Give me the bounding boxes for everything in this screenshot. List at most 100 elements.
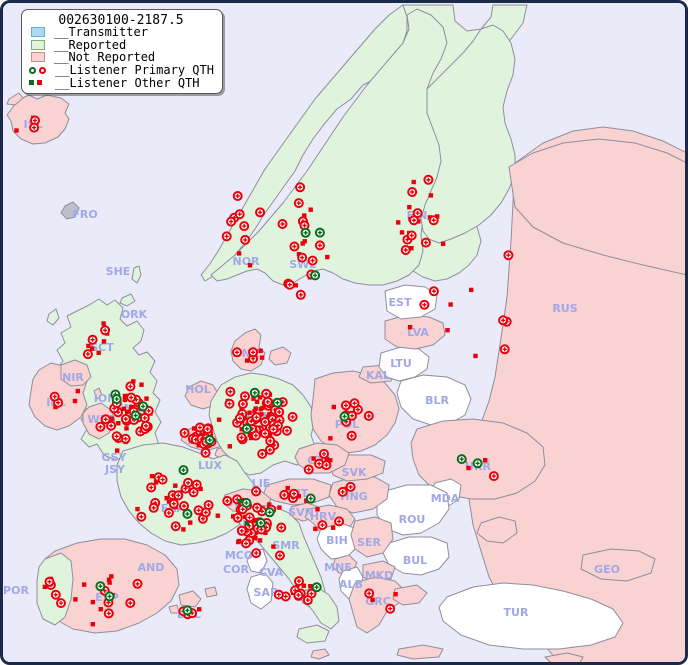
listener-primary-qth-marker[interactable] xyxy=(302,595,313,606)
listener-primary-qth-marker[interactable] xyxy=(183,477,194,488)
listener-primary-qth-marker[interactable] xyxy=(472,458,483,469)
listener-primary-qth-marker[interactable] xyxy=(260,417,271,427)
listener-primary-qth-marker[interactable] xyxy=(120,414,131,424)
listener-primary-qth-marker[interactable] xyxy=(310,270,321,281)
listener-other-qth-marker[interactable] xyxy=(236,539,241,545)
listener-primary-qth-marker[interactable] xyxy=(173,490,184,501)
listener-primary-qth-marker[interactable] xyxy=(265,435,276,446)
listener-primary-qth-marker[interactable] xyxy=(289,488,299,499)
listener-primary-qth-marker[interactable] xyxy=(244,512,255,523)
listener-primary-qth-marker[interactable] xyxy=(499,344,510,355)
listener-other-qth-marker[interactable] xyxy=(469,287,474,293)
listener-other-qth-marker[interactable] xyxy=(86,343,91,349)
listener-other-qth-marker[interactable] xyxy=(396,220,401,225)
listener-other-qth-marker[interactable] xyxy=(370,597,375,603)
listener-primary-qth-marker[interactable] xyxy=(221,231,232,242)
listener-primary-qth-marker[interactable] xyxy=(337,486,348,497)
listener-primary-qth-marker[interactable] xyxy=(262,396,273,407)
listener-other-qth-marker[interactable] xyxy=(399,230,405,235)
listener-other-qth-marker[interactable] xyxy=(144,396,149,401)
listener-primary-qth-marker[interactable] xyxy=(111,431,122,442)
listener-primary-qth-marker[interactable] xyxy=(408,215,419,226)
listener-primary-qth-marker[interactable] xyxy=(251,486,262,497)
listener-primary-qth-marker[interactable] xyxy=(339,411,350,422)
listener-other-qth-marker[interactable] xyxy=(82,582,87,587)
listener-primary-qth-marker[interactable] xyxy=(148,502,159,513)
listener-primary-qth-marker[interactable] xyxy=(239,221,250,232)
listener-primary-qth-marker[interactable] xyxy=(456,454,467,465)
listener-primary-qth-marker[interactable] xyxy=(95,421,106,432)
listener-other-qth-marker[interactable] xyxy=(139,382,144,387)
listener-primary-qth-marker[interactable] xyxy=(232,347,242,358)
listener-primary-qth-marker[interactable] xyxy=(56,598,66,609)
listener-other-qth-marker[interactable] xyxy=(14,128,19,133)
listener-other-qth-marker[interactable] xyxy=(115,448,120,453)
listener-primary-qth-marker[interactable] xyxy=(95,581,106,592)
listener-other-qth-marker[interactable] xyxy=(98,607,103,612)
listener-primary-qth-marker[interactable] xyxy=(241,538,251,549)
listener-other-qth-marker[interactable] xyxy=(90,599,96,605)
listener-primary-qth-marker[interactable] xyxy=(182,605,193,616)
listener-other-qth-marker[interactable] xyxy=(302,239,307,244)
listener-other-qth-marker[interactable] xyxy=(325,254,330,260)
listener-primary-qth-marker[interactable] xyxy=(349,398,360,409)
listener-primary-qth-marker[interactable] xyxy=(126,392,137,403)
listener-primary-qth-marker[interactable] xyxy=(276,522,287,533)
listener-other-qth-marker[interactable] xyxy=(258,407,263,412)
listener-primary-qth-marker[interactable] xyxy=(406,230,417,241)
listener-primary-qth-marker[interactable] xyxy=(284,279,295,290)
listener-other-qth-marker[interactable] xyxy=(473,353,478,359)
listener-primary-qth-marker[interactable] xyxy=(268,424,279,435)
listener-primary-qth-marker[interactable] xyxy=(236,432,247,443)
listener-primary-qth-marker[interactable] xyxy=(251,548,262,559)
listener-primary-qth-marker[interactable] xyxy=(168,498,179,509)
listener-primary-qth-marker[interactable] xyxy=(334,516,345,527)
listener-primary-qth-marker[interactable] xyxy=(251,412,262,423)
listener-primary-qth-marker[interactable] xyxy=(136,511,147,522)
listener-primary-qth-marker[interactable] xyxy=(232,512,243,523)
listener-primary-qth-marker[interactable] xyxy=(170,521,181,532)
listener-other-qth-marker[interactable] xyxy=(116,421,121,426)
listener-primary-qth-marker[interactable] xyxy=(111,394,122,405)
listener-other-qth-marker[interactable] xyxy=(315,507,320,512)
listener-primary-qth-marker[interactable] xyxy=(240,234,251,245)
listener-primary-qth-marker[interactable] xyxy=(264,444,275,455)
listener-primary-qth-marker[interactable] xyxy=(248,347,259,358)
listener-primary-qth-marker[interactable] xyxy=(200,447,211,458)
listener-primary-qth-marker[interactable] xyxy=(287,411,298,422)
listener-primary-qth-marker[interactable] xyxy=(100,325,111,336)
listener-other-qth-marker[interactable] xyxy=(428,193,434,198)
listener-other-qth-marker[interactable] xyxy=(285,485,290,491)
listener-primary-qth-marker[interactable] xyxy=(363,410,374,421)
listener-other-qth-marker[interactable] xyxy=(407,205,412,210)
listener-primary-qth-marker[interactable] xyxy=(297,252,308,263)
listener-other-qth-marker[interactable] xyxy=(257,538,263,543)
listener-primary-qth-marker[interactable] xyxy=(178,465,189,476)
listener-primary-qth-marker[interactable] xyxy=(157,474,168,485)
listener-primary-qth-marker[interactable] xyxy=(222,495,233,506)
listener-other-qth-marker[interactable] xyxy=(73,597,78,602)
listener-primary-qth-marker[interactable] xyxy=(317,520,328,531)
listener-other-qth-marker[interactable] xyxy=(90,622,95,627)
listener-primary-qth-marker[interactable] xyxy=(204,435,215,445)
listener-primary-qth-marker[interactable] xyxy=(49,391,60,402)
listener-primary-qth-marker[interactable] xyxy=(50,589,61,600)
listener-primary-qth-marker[interactable] xyxy=(252,502,263,513)
listener-primary-qth-marker[interactable] xyxy=(307,255,318,266)
listener-primary-qth-marker[interactable] xyxy=(237,399,248,409)
listener-other-qth-marker[interactable] xyxy=(411,179,416,185)
listener-other-qth-marker[interactable] xyxy=(106,577,112,582)
listener-primary-qth-marker[interactable] xyxy=(295,289,306,300)
listener-other-qth-marker[interactable] xyxy=(247,263,253,268)
listener-primary-qth-marker[interactable] xyxy=(182,508,193,519)
listener-primary-qth-marker[interactable] xyxy=(264,507,275,518)
listener-primary-qth-marker[interactable] xyxy=(255,517,266,528)
listener-primary-qth-marker[interactable] xyxy=(400,245,411,255)
listener-primary-qth-marker[interactable] xyxy=(311,582,322,593)
listener-other-qth-marker[interactable] xyxy=(313,526,318,532)
listener-other-qth-marker[interactable] xyxy=(254,399,260,404)
listener-other-qth-marker[interactable] xyxy=(181,527,186,532)
listener-primary-qth-marker[interactable] xyxy=(295,182,306,193)
listener-primary-qth-marker[interactable] xyxy=(130,410,141,421)
listener-primary-qth-marker[interactable] xyxy=(179,427,190,438)
